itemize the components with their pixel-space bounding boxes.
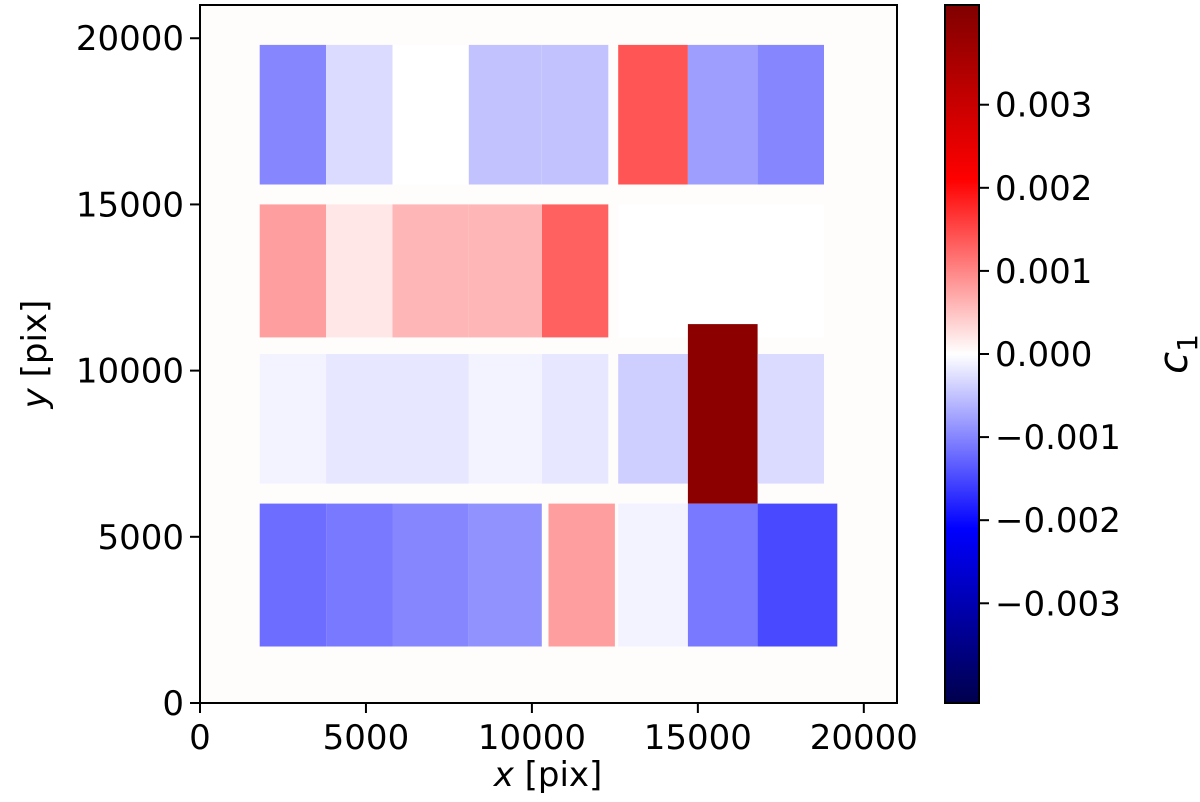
y-axis-label: y [pix] — [15, 300, 55, 410]
heatmap-cell — [618, 204, 688, 338]
colorbar — [944, 4, 980, 704]
heatmap-cell — [687, 324, 758, 504]
heatmap-cell — [757, 44, 824, 185]
heatmap-cell — [757, 354, 824, 484]
heatmap-cell — [618, 354, 688, 484]
heatmap-cell — [468, 204, 542, 338]
heatmap-cell — [326, 204, 393, 338]
x-tick-label: 20000 — [810, 718, 918, 758]
heatmap-cell — [468, 44, 542, 185]
heatmap-cell — [687, 204, 758, 338]
heatmap-cell — [259, 204, 327, 338]
colorbar-ticks: 0.003 0.002 0.001 0.000 −0.001 −0.002 −0.003 — [979, 86, 1121, 624]
y-tick-label: 10000 — [76, 352, 184, 392]
colorbar-tick-label: −0.001 — [995, 418, 1121, 458]
y-tick-label: 15000 — [76, 185, 184, 225]
heatmap-cell — [687, 44, 758, 185]
heatmap-cell — [757, 204, 824, 338]
heatmap-cell — [618, 503, 688, 647]
heatmap-cell — [548, 503, 615, 647]
x-axis-label: x [pix] — [493, 755, 603, 795]
plot-frame — [199, 4, 898, 704]
heatmap-cell — [392, 204, 469, 338]
x-tick-label: 10000 — [478, 718, 586, 758]
heatmap-cell — [687, 503, 758, 647]
heatmap-cell — [541, 44, 609, 185]
heatmap-cell — [259, 44, 327, 185]
y-tick-label: 0 — [162, 684, 184, 724]
y-axis-ticks: 0 5000 10000 15000 20000 — [76, 19, 200, 724]
heatmap-cell — [618, 44, 688, 185]
colorbar-tick-label: 0.003 — [995, 86, 1092, 126]
x-tick-label: 15000 — [644, 718, 752, 758]
heatmap-cell — [392, 354, 469, 484]
heatmap-cell — [468, 503, 542, 647]
heatmap-cell — [259, 503, 327, 647]
colorbar-tick-label: −0.003 — [995, 584, 1121, 624]
heatmap-cell — [541, 354, 609, 484]
heatmap-cell — [392, 503, 469, 647]
heatmap-cell — [541, 204, 609, 338]
heatmap-cell — [468, 354, 542, 484]
x-tick-label: 5000 — [323, 718, 410, 758]
heatmap-cell — [259, 354, 327, 484]
heatmap-cells — [259, 44, 838, 647]
heatmap-cell — [392, 44, 469, 185]
colorbar-label: c1 — [1151, 334, 1200, 374]
heatmap-cell — [326, 354, 393, 484]
heatmap-cell — [757, 503, 838, 647]
heatmap-cell — [326, 503, 393, 647]
colorbar-tick-label: 0.000 — [995, 335, 1092, 375]
colorbar-tick-label: −0.002 — [995, 501, 1121, 541]
x-tick-label: 0 — [189, 718, 211, 758]
y-tick-label: 5000 — [97, 518, 184, 558]
y-tick-label: 20000 — [76, 19, 184, 59]
colorbar-tick-label: 0.002 — [995, 169, 1092, 209]
heatmap-cell — [326, 44, 393, 185]
x-axis-ticks: 0 5000 10000 15000 20000 — [189, 703, 918, 758]
colorbar-tick-label: 0.001 — [995, 252, 1092, 292]
